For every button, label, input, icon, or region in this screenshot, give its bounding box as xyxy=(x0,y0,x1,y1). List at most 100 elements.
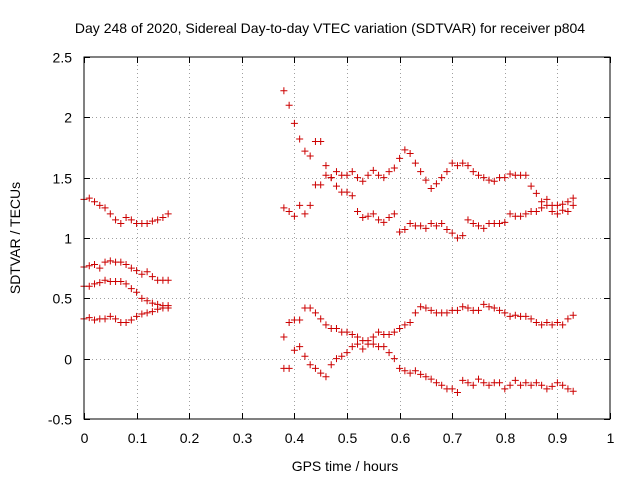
data-point xyxy=(301,147,309,155)
data-point xyxy=(306,152,314,160)
data-point xyxy=(306,201,314,209)
data-point xyxy=(327,174,335,182)
data-point xyxy=(122,261,130,269)
data-point xyxy=(285,364,293,372)
series-s7 xyxy=(280,300,577,345)
data-point xyxy=(511,376,519,384)
data-point xyxy=(496,220,504,228)
data-point xyxy=(527,315,535,323)
data-point xyxy=(417,303,425,311)
data-point xyxy=(559,321,567,329)
data-point xyxy=(117,258,125,266)
data-point xyxy=(322,373,330,381)
data-point xyxy=(322,162,330,170)
data-point xyxy=(485,303,493,311)
data-point xyxy=(401,367,409,375)
data-point xyxy=(464,216,472,224)
data-point xyxy=(453,388,461,396)
data-point xyxy=(385,331,393,339)
data-point xyxy=(390,355,398,363)
data-point xyxy=(506,312,514,320)
x-tick-label: 0.3 xyxy=(233,430,253,446)
grid-lines xyxy=(84,57,610,419)
data-point xyxy=(538,381,546,389)
data-point xyxy=(396,325,404,332)
data-point xyxy=(475,222,482,230)
data-point xyxy=(122,213,130,221)
data-point xyxy=(280,87,288,95)
data-point xyxy=(322,321,330,329)
data-point xyxy=(480,224,488,232)
data-point xyxy=(138,294,146,302)
data-point xyxy=(559,381,567,389)
data-point xyxy=(553,201,561,209)
data-point xyxy=(569,387,577,395)
data-point xyxy=(453,306,461,314)
data-point xyxy=(117,220,125,228)
data-point xyxy=(432,180,440,188)
data-point xyxy=(375,171,383,179)
plot-frame xyxy=(83,56,611,420)
data-point xyxy=(159,213,167,221)
data-point xyxy=(96,279,104,287)
x-tick-label: 0.2 xyxy=(180,430,200,446)
data-point xyxy=(96,264,104,272)
data-point xyxy=(306,304,314,312)
data-point xyxy=(285,101,293,109)
data-point xyxy=(453,162,461,170)
data-point xyxy=(380,218,388,226)
data-point xyxy=(422,176,430,184)
data-point xyxy=(548,382,556,390)
data-point xyxy=(564,385,572,393)
data-point xyxy=(443,168,451,176)
data-point xyxy=(296,201,304,209)
data-point xyxy=(532,379,540,387)
data-point xyxy=(438,220,446,228)
data-point xyxy=(506,381,514,389)
data-point xyxy=(422,373,430,381)
data-point xyxy=(422,224,430,232)
data-point xyxy=(485,381,493,389)
data-point xyxy=(296,316,304,324)
data-point xyxy=(464,304,472,312)
data-point xyxy=(117,277,125,285)
data-point xyxy=(453,234,461,242)
data-point xyxy=(148,217,156,225)
data-point xyxy=(538,198,546,206)
data-point xyxy=(317,315,325,323)
data-point xyxy=(369,210,377,218)
data-point xyxy=(101,315,109,323)
data-point xyxy=(422,304,430,312)
data-point xyxy=(569,311,577,319)
data-point xyxy=(448,159,456,167)
data-point xyxy=(417,222,425,230)
data-point xyxy=(475,306,482,314)
data-point xyxy=(543,385,551,393)
data-point xyxy=(122,280,130,288)
x-tick-label: 0.1 xyxy=(128,430,148,446)
data-point xyxy=(311,364,319,372)
data-point xyxy=(369,340,377,348)
data-point xyxy=(432,379,440,387)
data-point xyxy=(348,343,356,351)
data-point xyxy=(348,192,356,200)
y-tick-label: 0.5 xyxy=(53,291,73,307)
data-point xyxy=(438,174,446,182)
data-point xyxy=(91,261,99,269)
data-point xyxy=(438,381,446,389)
data-point xyxy=(285,318,293,326)
data-point xyxy=(154,216,162,224)
data-point xyxy=(138,270,146,278)
chart-title: Day 248 of 2020, Sidereal Day-to-day VTE… xyxy=(75,20,585,36)
data-point xyxy=(448,229,456,237)
data-point xyxy=(564,207,572,215)
data-point xyxy=(559,206,567,214)
data-point xyxy=(469,168,477,176)
series-s1 xyxy=(80,194,172,228)
data-point xyxy=(364,171,372,179)
data-point xyxy=(501,309,509,317)
data-point xyxy=(501,218,509,226)
data-point xyxy=(85,262,93,270)
data-point xyxy=(464,162,472,170)
data-point xyxy=(348,331,356,339)
